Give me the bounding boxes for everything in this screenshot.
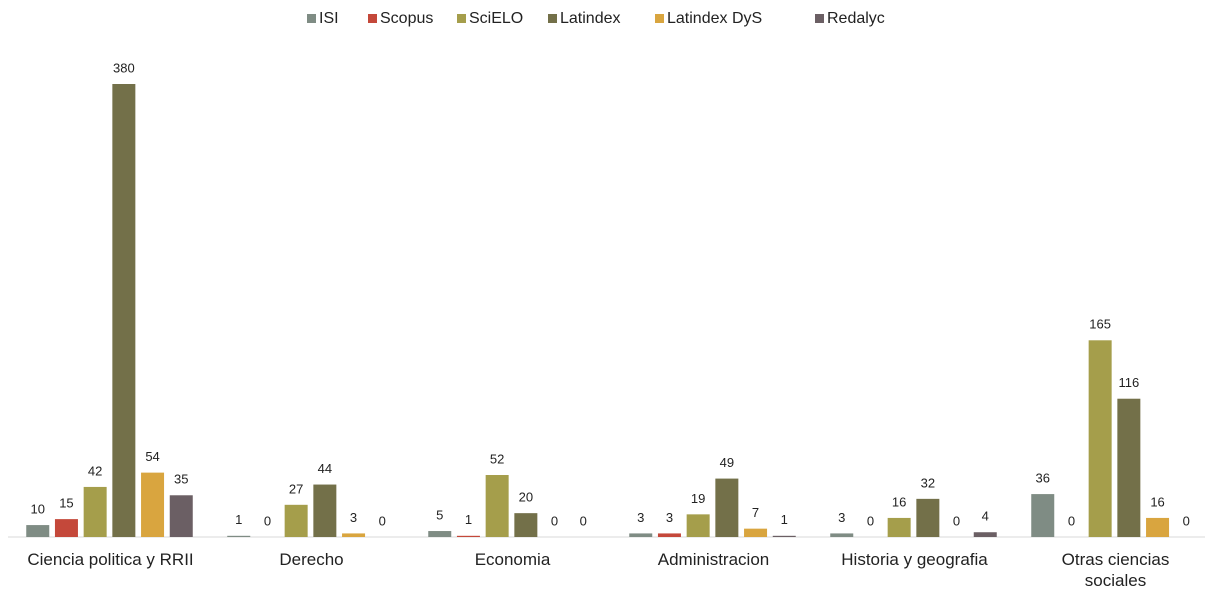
x-tick-label: Ciencia politica y RRII	[27, 550, 194, 569]
bar	[916, 498, 940, 537]
data-label: 3	[838, 510, 845, 525]
data-label: 0	[379, 513, 386, 528]
bar	[514, 513, 538, 537]
data-label: 4	[982, 509, 989, 524]
data-label: 0	[551, 513, 558, 528]
bar	[54, 519, 78, 537]
x-tick-label: Derecho	[279, 550, 344, 569]
bar	[456, 535, 480, 537]
data-label: 0	[1068, 513, 1075, 528]
legend-swatch	[655, 14, 664, 23]
legend-swatch	[457, 14, 466, 23]
legend-label: Latindex	[560, 10, 621, 27]
data-label: 3	[350, 510, 357, 525]
data-label: 35	[174, 472, 188, 487]
bar	[686, 514, 710, 537]
data-label: 3	[666, 510, 673, 525]
data-label: 0	[580, 513, 587, 528]
data-label: 116	[1118, 375, 1139, 390]
bar	[284, 504, 308, 537]
bar	[1146, 517, 1170, 537]
data-label: 380	[113, 60, 135, 75]
data-label: 1	[235, 512, 242, 527]
data-label: 16	[1150, 494, 1164, 509]
data-label: 0	[1183, 513, 1190, 528]
bar	[83, 486, 107, 537]
bar	[830, 533, 854, 537]
x-tick-label: Otras ciencias sociales	[1061, 550, 1170, 590]
data-label: 5	[436, 507, 443, 522]
data-label: 54	[145, 449, 159, 464]
data-label: 1	[781, 512, 788, 527]
data-label: 49	[720, 455, 734, 470]
bar	[629, 533, 653, 537]
bar	[1117, 398, 1141, 537]
legend-swatch	[815, 14, 824, 23]
data-label: 36	[1036, 471, 1050, 486]
data-label: 32	[921, 475, 935, 490]
bar	[112, 84, 136, 537]
data-label: 0	[867, 513, 874, 528]
bar	[342, 533, 366, 537]
bar	[657, 533, 681, 537]
data-label: 52	[490, 451, 504, 466]
bar	[744, 528, 768, 537]
legend-label: Latindex DyS	[667, 10, 762, 27]
data-label: 16	[892, 494, 906, 509]
data-label: 165	[1089, 317, 1111, 332]
legend-label: SciELO	[469, 10, 523, 27]
legend-swatch	[307, 14, 316, 23]
x-tick-label: Historia y geografia	[841, 550, 988, 569]
legend-swatch	[548, 14, 557, 23]
bar	[1088, 340, 1112, 537]
bar	[715, 478, 739, 537]
legend-label: Scopus	[380, 10, 433, 27]
data-label: 27	[289, 481, 303, 496]
legend-label: ISI	[319, 10, 339, 27]
data-label: 10	[31, 502, 45, 517]
legend-label: Redalyc	[827, 10, 885, 27]
bar	[428, 531, 452, 537]
data-label: 42	[88, 463, 102, 478]
data-label: 1	[465, 512, 472, 527]
bar	[485, 475, 509, 537]
data-label: 0	[953, 513, 960, 528]
bar	[26, 525, 50, 537]
x-tick-label: Economia	[474, 550, 551, 569]
bar	[169, 495, 193, 537]
bar	[887, 517, 911, 537]
data-label: 0	[264, 513, 271, 528]
data-label: 19	[691, 491, 705, 506]
bar	[973, 532, 997, 537]
legend-swatch	[368, 14, 377, 23]
data-label: 15	[59, 496, 73, 511]
bar	[1031, 494, 1055, 537]
bar	[141, 472, 165, 537]
x-tick-label: Administracion	[657, 550, 770, 569]
bar	[227, 535, 251, 537]
data-label: 20	[519, 490, 533, 505]
data-label: 7	[752, 505, 759, 520]
data-label: 3	[637, 510, 644, 525]
bar	[772, 535, 796, 537]
bar	[313, 484, 337, 537]
data-label: 44	[318, 461, 332, 476]
